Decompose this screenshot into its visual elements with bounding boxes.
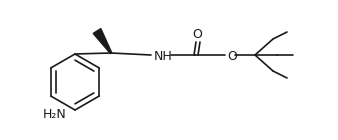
Text: O: O bbox=[192, 27, 202, 40]
Text: NH: NH bbox=[154, 50, 173, 62]
Text: H₂N: H₂N bbox=[43, 108, 67, 122]
Text: O: O bbox=[227, 50, 237, 62]
Polygon shape bbox=[93, 29, 112, 53]
